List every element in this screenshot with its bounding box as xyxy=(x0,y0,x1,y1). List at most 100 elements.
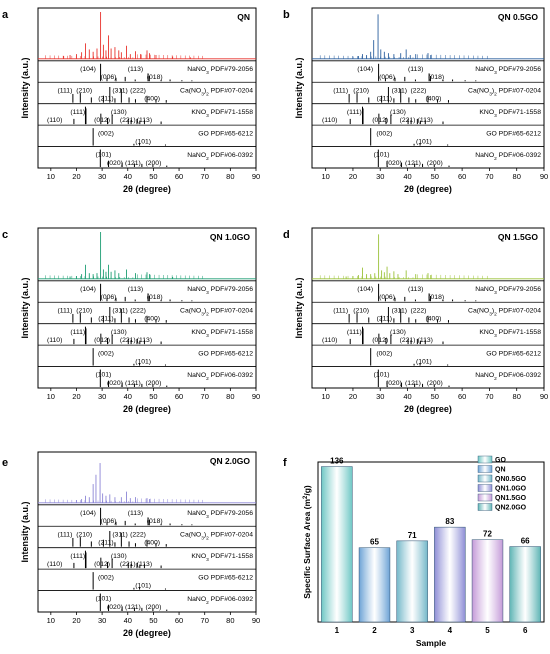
bar-value-label: 71 xyxy=(408,531,417,540)
hkl-label: (101) xyxy=(95,152,111,159)
reference-label-part: PDF#07-0204 xyxy=(497,88,541,95)
hkl-label: (111) xyxy=(347,329,362,336)
x-tick-label: 50 xyxy=(431,392,439,401)
reference-label: KNO3 PDF#71-1558 xyxy=(191,553,253,563)
x-tick-label: 30 xyxy=(376,172,384,181)
reference-label-part: PDF#07-0204 xyxy=(209,88,253,95)
hkl-label: (130) xyxy=(390,329,406,336)
panel-frame xyxy=(311,7,545,169)
hkl-label: (121) xyxy=(405,380,421,387)
reference-label-part: Ca(NO xyxy=(180,88,201,95)
x-tick-label: 10 xyxy=(47,392,55,401)
x-axis-label: 2θ (degree) xyxy=(123,184,171,194)
reference-label-part: Ca(NO xyxy=(180,532,201,539)
hkl-label: (400) xyxy=(426,316,442,323)
hkl-label: (211) xyxy=(98,96,113,103)
hkl-label: (200) xyxy=(427,160,443,167)
hkl-label: (130) xyxy=(111,553,127,560)
x-tick-label: 60 xyxy=(458,172,466,181)
hkl-label: (104) xyxy=(357,286,373,293)
hkl-label: (101) xyxy=(95,596,111,603)
reference-label-part: NaNO xyxy=(187,152,206,159)
reference-label: KNO3 PDF#71-1558 xyxy=(191,109,253,119)
reference-label: GO PDF#65-6212 xyxy=(198,130,253,137)
hkl-label: (121) xyxy=(125,604,141,611)
reference-label-part: PDF#71-1558 xyxy=(209,109,253,116)
x-axis-label: 2θ (degree) xyxy=(123,404,171,414)
legend-swatch xyxy=(477,484,493,492)
hkl-label: (012) xyxy=(372,337,388,344)
x-tick-label: 10 xyxy=(47,616,55,625)
reference-label-part: NaNO xyxy=(475,66,494,73)
hkl-label: (311) xyxy=(112,307,127,314)
sample-label: QN 2.0GO xyxy=(210,456,251,466)
bar-1 xyxy=(321,466,353,623)
x-tick-label: 50 xyxy=(431,172,439,181)
x-axis-label: Sample xyxy=(416,638,447,648)
hkl-label: (020) xyxy=(386,160,402,167)
reference-label: GO PDF#65-6212 xyxy=(198,574,253,581)
hkl-label: (020) xyxy=(107,604,123,611)
hkl-label: (211) xyxy=(377,316,392,323)
legend-entry: QN xyxy=(495,467,506,474)
reference-label-part: KNO xyxy=(479,109,494,116)
reference-label: Ca(NO3)2 PDF#07-0204 xyxy=(180,88,253,98)
hkl-label: (130) xyxy=(390,109,406,116)
x-tick-label: 40 xyxy=(403,172,411,181)
hkl-label: (211) xyxy=(98,540,113,547)
legend-entry: QN2.0GO xyxy=(495,505,527,512)
reference-label: NaNO3 PDF#79-2056 xyxy=(475,286,541,296)
reference-label: KNO3 PDF#71-1558 xyxy=(479,329,541,339)
x-tick-label: 80 xyxy=(226,392,234,401)
hkl-label: (113) xyxy=(418,337,433,344)
hkl-label: (104) xyxy=(80,286,96,293)
hkl-label: (018) xyxy=(147,74,163,81)
x-tick-label: 5 xyxy=(485,626,490,635)
y-axis-label-part: Specific Surface Area (m xyxy=(302,498,312,598)
xrd-panel-d: QN 1.5GO(104)(006)(113)(018)NaNO3 PDF#79… xyxy=(283,227,548,414)
x-tick-label: 30 xyxy=(98,392,106,401)
hkl-label: (311) xyxy=(392,307,407,314)
reference-label: NaNO3 PDF#79-2056 xyxy=(475,66,541,76)
bar-value-label: 66 xyxy=(521,537,530,546)
x-tick-label: 90 xyxy=(540,172,548,181)
reference-label-part: KNO xyxy=(191,553,206,560)
hkl-label: (101) xyxy=(95,372,111,379)
y-axis-label: Intensity (a.u.) xyxy=(294,57,304,118)
y-axis-label: Specific Surface Area (m2/g) xyxy=(302,485,312,599)
hkl-label: (200) xyxy=(427,380,443,387)
x-tick-label: 80 xyxy=(513,172,521,181)
panel-letter: c xyxy=(2,229,8,241)
hkl-label: (002) xyxy=(98,350,114,357)
hkl-label: (006) xyxy=(101,518,117,525)
x-tick-label: 90 xyxy=(252,392,260,401)
hkl-label: (113) xyxy=(137,561,152,568)
hkl-label: (210) xyxy=(76,531,92,538)
hkl-label: (012) xyxy=(94,561,110,568)
bar-value-label: 65 xyxy=(370,538,379,547)
hkl-label: (101) xyxy=(374,372,390,379)
x-tick-label: 20 xyxy=(72,616,80,625)
hkl-label: (018) xyxy=(147,518,163,525)
reference-label-part: 2 xyxy=(206,311,209,317)
reference-label: NaNO3 PDF#79-2056 xyxy=(187,510,253,520)
hkl-label: (210) xyxy=(76,87,92,94)
reference-label-part: PDF#07-0204 xyxy=(497,308,541,315)
hkl-label: (104) xyxy=(80,510,96,517)
reference-label-part: PDF#06-0392 xyxy=(209,596,253,603)
hkl-label: (012) xyxy=(94,117,110,124)
reference-label: NaNO2 PDF#06-0392 xyxy=(187,152,253,162)
hkl-label: (110) xyxy=(47,117,62,124)
hkl-label: (221) xyxy=(120,337,136,344)
hkl-label: (101) xyxy=(135,359,151,366)
x-tick-label: 50 xyxy=(149,616,157,625)
sample-label: QN xyxy=(237,12,250,22)
reference-label-part: NaNO xyxy=(187,596,206,603)
hkl-label: (006) xyxy=(379,294,395,301)
reference-label: NaNO3 PDF#79-2056 xyxy=(187,66,253,76)
bar-value-label: 72 xyxy=(483,530,492,539)
reference-label-part: 3 xyxy=(494,112,497,118)
panel-letter: f xyxy=(283,457,287,469)
legend-swatch xyxy=(477,465,493,473)
hkl-label: (121) xyxy=(125,380,141,387)
